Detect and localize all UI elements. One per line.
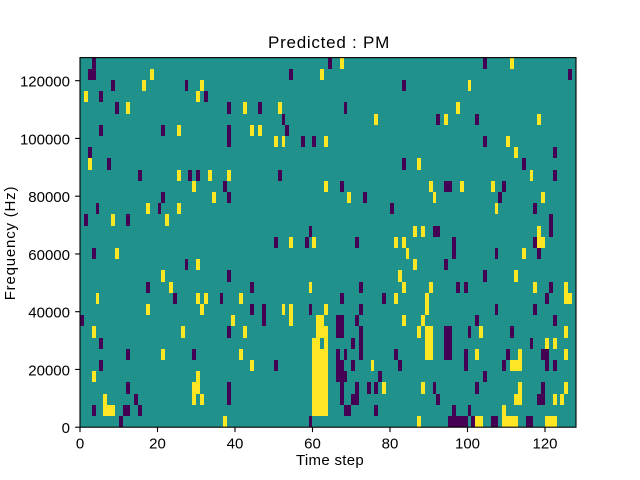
svg-text:Time step: Time step xyxy=(296,452,364,469)
svg-text:120000: 120000 xyxy=(20,74,70,91)
svg-text:60000: 60000 xyxy=(28,247,70,264)
svg-text:Frequency (Hz): Frequency (Hz) xyxy=(2,186,19,301)
svg-text:60: 60 xyxy=(304,435,321,452)
svg-text:40000: 40000 xyxy=(28,305,70,322)
svg-text:40: 40 xyxy=(227,435,244,452)
svg-text:80000: 80000 xyxy=(28,189,70,206)
svg-text:20000: 20000 xyxy=(28,362,70,379)
svg-text:0: 0 xyxy=(62,420,70,437)
svg-text:100000: 100000 xyxy=(20,131,70,148)
svg-text:80: 80 xyxy=(382,435,399,452)
svg-text:100: 100 xyxy=(455,435,480,452)
svg-text:120: 120 xyxy=(532,435,557,452)
svg-text:0: 0 xyxy=(76,435,84,452)
svg-text:Predicted : PM: Predicted : PM xyxy=(268,33,390,52)
svg-text:20: 20 xyxy=(149,435,166,452)
